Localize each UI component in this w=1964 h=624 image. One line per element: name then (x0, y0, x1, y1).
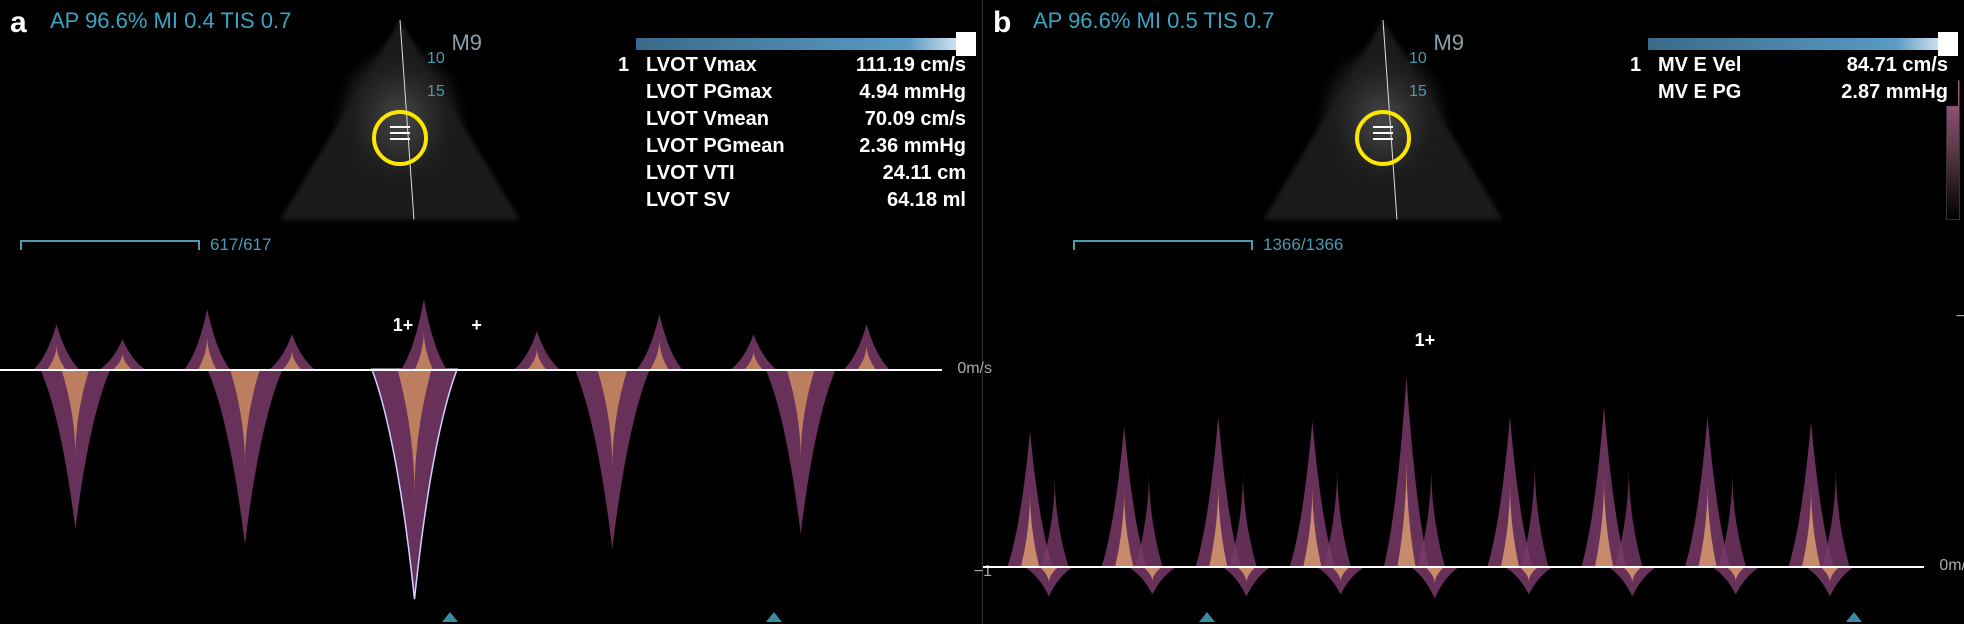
sweep-time-value: 617/617 (210, 235, 271, 255)
measurement-index: 1 (1630, 54, 1641, 77)
sweep-time-indicator: 1366/1366 (1073, 234, 1343, 256)
measurement-label: MV E Vel (1658, 52, 1765, 79)
measurement-panel: 1MV E Vel84.71 cm/sMV E PG2.87 mmHg (1648, 38, 1958, 106)
panel-letter: b (993, 6, 1011, 40)
measurement-row: LVOT PGmean 2.36 mmHg (636, 133, 976, 160)
measurement-label: LVOT VTI (646, 160, 759, 187)
depth-tick: 15 (427, 83, 487, 101)
acquisition-params: AP 96.6% MI 0.5 TIS 0.7 (1033, 8, 1274, 34)
measurement-value: 24.11 cm (883, 160, 966, 187)
panel-letter: a (10, 6, 27, 40)
time-marker-icon (1199, 612, 1215, 622)
measurement-index: 1 (618, 54, 629, 77)
depth-scale: 10 15 (427, 50, 487, 116)
velocity-tick: −1 (1956, 308, 1964, 326)
measurement-panel: 1LVOT Vmax111.19 cm/sLVOT PGmax4.94 mmHg… (636, 38, 976, 214)
baseline[interactable]: 0m/s (983, 566, 1924, 568)
doppler-spectrum (983, 274, 1924, 614)
caliper-icon[interactable]: + (471, 315, 482, 336)
measurement-value: 70.09 cm/s (865, 106, 966, 133)
measurement-header-bar (1648, 38, 1958, 50)
measurement-row: LVOT VTI 24.11 cm (636, 160, 976, 187)
measurement-label: LVOT SV (646, 187, 754, 214)
measurement-label: LVOT PGmean (646, 133, 809, 160)
depth-tick: 10 (427, 50, 487, 68)
measurement-label: LVOT Vmean (646, 106, 793, 133)
sample-gate-icon (390, 132, 410, 134)
measurement-row: LVOT SV 64.18 ml (636, 187, 976, 214)
baseline[interactable]: 0m/s (0, 369, 942, 371)
measurement-value: 4.94 mmHg (859, 79, 966, 106)
measurement-row: LVOT Vmean 70.09 cm/s (636, 106, 976, 133)
sweep-time-value: 1366/1366 (1263, 235, 1343, 255)
measurement-value: 2.36 mmHg (859, 133, 966, 160)
measurement-value: 84.71 cm/s (1847, 52, 1948, 79)
sample-gate-icon (1373, 132, 1393, 134)
baseline-label: 0m/s (1939, 557, 1964, 575)
depth-tick: 10 (1409, 50, 1469, 68)
depth-scale: 10 15 (1409, 50, 1469, 116)
time-marker-icon (766, 612, 782, 622)
measurement-header-bar (636, 38, 976, 50)
caliper-icon[interactable]: 1+ (1415, 330, 1436, 351)
acquisition-params: AP 96.6% MI 0.4 TIS 0.7 (50, 8, 291, 34)
measurement-value: 64.18 ml (887, 187, 966, 214)
sweep-time-indicator: 617/617 (20, 234, 271, 256)
ultrasound-panel-a: aAP 96.6% MI 0.4 TIS 0.7M910151LVOT Vmax… (0, 0, 982, 624)
ultrasound-panel-b: bAP 96.6% MI 0.5 TIS 0.7M910151MV E Vel8… (982, 0, 1964, 624)
measurement-row: MV E Vel 84.71 cm/s (1648, 52, 1958, 79)
measurement-row: LVOT PGmax 4.94 mmHg (636, 79, 976, 106)
measurement-row: MV E PG 2.87 mmHg (1648, 79, 1958, 106)
time-marker-icon (1846, 612, 1862, 622)
measurement-label: LVOT PGmax (646, 79, 796, 106)
measurement-label: LVOT Vmax (646, 52, 781, 79)
spectral-doppler-region[interactable]: 0m/s−1 (983, 274, 1924, 614)
measurement-value: 111.19 cm/s (856, 52, 966, 79)
measurement-row: LVOT Vmax 111.19 cm/s (636, 52, 976, 79)
time-marker-icon (442, 612, 458, 622)
depth-tick: 15 (1409, 83, 1469, 101)
measurement-label: MV E PG (1658, 79, 1765, 106)
caliper-icon[interactable]: 1+ (393, 315, 414, 336)
measurement-value: 2.87 mmHg (1841, 79, 1948, 106)
